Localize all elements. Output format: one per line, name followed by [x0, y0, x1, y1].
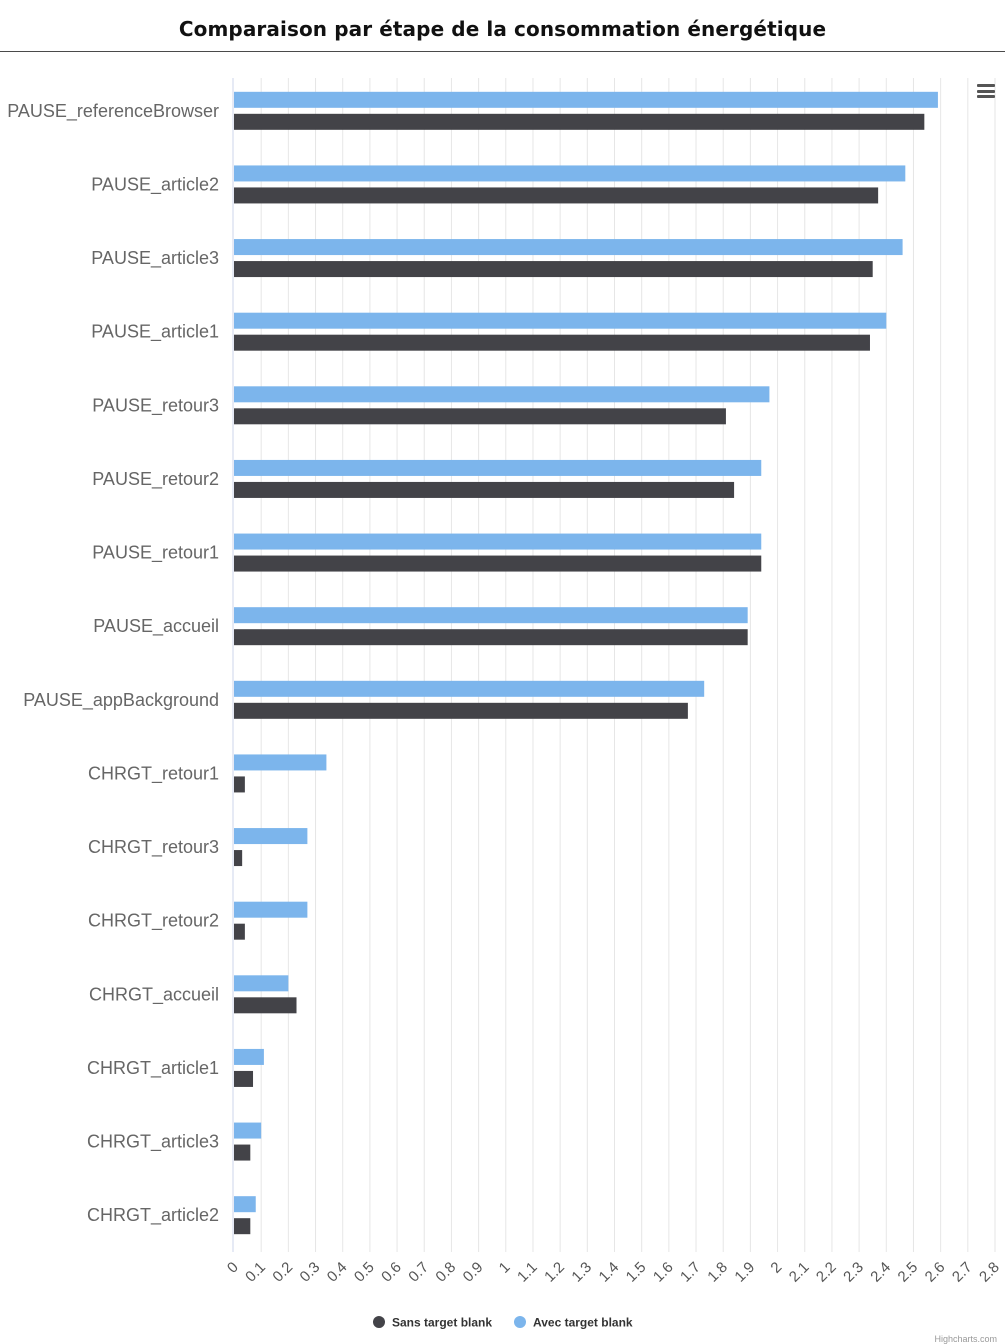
- bar-sans-target-blank: [234, 702, 688, 719]
- x-tick-label: 1.4: [596, 1259, 623, 1286]
- x-tick-label: 2.5: [895, 1259, 922, 1286]
- credits-text[interactable]: Highcharts.com: [934, 1334, 997, 1344]
- bar-sans-target-blank: [234, 923, 245, 940]
- x-tick-label: 2.7: [949, 1259, 976, 1286]
- category-label: PAUSE_appBackground: [23, 690, 219, 711]
- x-tick-label: 0.9: [460, 1259, 487, 1286]
- x-tick-label: 2.8: [976, 1259, 1003, 1286]
- category-label: PAUSE_accueil: [93, 616, 219, 637]
- x-tick-label: 1.5: [623, 1259, 650, 1286]
- x-tick-label: 0.4: [324, 1259, 351, 1286]
- bar-avec-target-blank: [234, 828, 308, 845]
- bar-avec-target-blank: [234, 239, 903, 256]
- bar-sans-target-blank: [234, 334, 870, 351]
- category-label: PAUSE_retour2: [92, 469, 219, 490]
- category-label: PAUSE_referenceBrowser: [7, 101, 219, 122]
- x-tick-label: 1.3: [568, 1259, 595, 1286]
- bar-sans-target-blank: [234, 629, 748, 646]
- category-label: PAUSE_article3: [91, 248, 219, 269]
- bar-avec-target-blank: [234, 165, 906, 182]
- x-tick-label: 0.3: [297, 1259, 324, 1286]
- bar-avec-target-blank: [234, 975, 289, 992]
- x-tick-label: 2.6: [922, 1259, 949, 1286]
- x-tick-label: 1.6: [650, 1259, 677, 1286]
- category-label: PAUSE_article2: [91, 174, 219, 195]
- x-tick-label: 1.2: [541, 1259, 568, 1286]
- category-label: PAUSE_retour3: [92, 395, 219, 416]
- category-label: CHRGT_retour3: [88, 837, 219, 858]
- bar-avec-target-blank: [234, 754, 327, 771]
- chart-header: Comparaison par étape de la consommation…: [0, 0, 1005, 52]
- x-tick-label: 0.5: [351, 1259, 378, 1286]
- bar-avec-target-blank: [234, 312, 887, 329]
- bar-avec-target-blank: [234, 680, 705, 697]
- hamburger-menu-icon[interactable]: [974, 80, 998, 102]
- legend-item[interactable]: Avec target blank: [514, 1316, 633, 1330]
- legend-marker: [373, 1316, 385, 1328]
- bar-sans-target-blank: [234, 1144, 251, 1161]
- x-tick-label: 1.7: [677, 1259, 704, 1286]
- bar-sans-target-blank: [234, 408, 726, 425]
- bar-sans-target-blank: [234, 997, 297, 1014]
- bar-avec-target-blank: [234, 1048, 264, 1065]
- x-tick-label: 2.4: [867, 1259, 894, 1286]
- x-tick-label: 1.8: [704, 1259, 731, 1286]
- bar-avec-target-blank: [234, 91, 938, 108]
- x-tick-label: 2.1: [786, 1259, 813, 1286]
- bar-sans-target-blank: [234, 1070, 254, 1087]
- bar-sans-target-blank: [234, 261, 873, 278]
- category-label: CHRGT_article3: [87, 1132, 219, 1153]
- bar-avec-target-blank: [234, 901, 308, 918]
- bar-avec-target-blank: [234, 386, 770, 403]
- bar-sans-target-blank: [234, 850, 243, 867]
- category-label: PAUSE_retour1: [92, 543, 219, 564]
- category-label: CHRGT_article2: [87, 1205, 219, 1226]
- x-tick-label: 2.3: [840, 1259, 867, 1286]
- bar-avec-target-blank: [234, 1122, 262, 1139]
- bar-sans-target-blank: [234, 776, 245, 793]
- category-label: CHRGT_retour2: [88, 911, 219, 932]
- legend-item[interactable]: Sans target blank: [373, 1316, 492, 1330]
- x-tick-label: 0.8: [432, 1259, 459, 1286]
- legend-label: Sans target blank: [392, 1316, 492, 1330]
- bar-avec-target-blank: [234, 533, 762, 550]
- x-tick-label: 0.1: [242, 1259, 269, 1286]
- x-tick-label: 0.2: [269, 1259, 296, 1286]
- x-tick-label: 1.9: [731, 1259, 758, 1286]
- x-tick-label: 0: [224, 1259, 242, 1277]
- x-tick-label: 2.2: [813, 1259, 840, 1286]
- x-tick-label: 2: [767, 1259, 785, 1277]
- x-tick-label: 1.1: [514, 1259, 541, 1286]
- bar-sans-target-blank: [234, 113, 925, 130]
- category-label: CHRGT_retour1: [88, 763, 219, 784]
- legend-label: Avec target blank: [533, 1316, 633, 1330]
- x-tick-label: 0.6: [378, 1259, 405, 1286]
- bar-avec-target-blank: [234, 1196, 256, 1213]
- bar-sans-target-blank: [234, 1218, 251, 1235]
- bar-sans-target-blank: [234, 481, 735, 498]
- bar-avec-target-blank: [234, 607, 748, 624]
- category-label: CHRGT_accueil: [89, 984, 219, 1005]
- bar-sans-target-blank: [234, 555, 762, 572]
- category-label: PAUSE_article1: [91, 322, 219, 343]
- x-tick-label: 0.7: [405, 1259, 432, 1286]
- x-tick-label: 1: [496, 1259, 514, 1277]
- chart-title: Comparaison par étape de la consommation…: [178, 17, 827, 41]
- category-label: CHRGT_article1: [87, 1058, 219, 1079]
- bar-avec-target-blank: [234, 459, 762, 476]
- bar-sans-target-blank: [234, 187, 879, 204]
- legend-marker: [514, 1316, 526, 1328]
